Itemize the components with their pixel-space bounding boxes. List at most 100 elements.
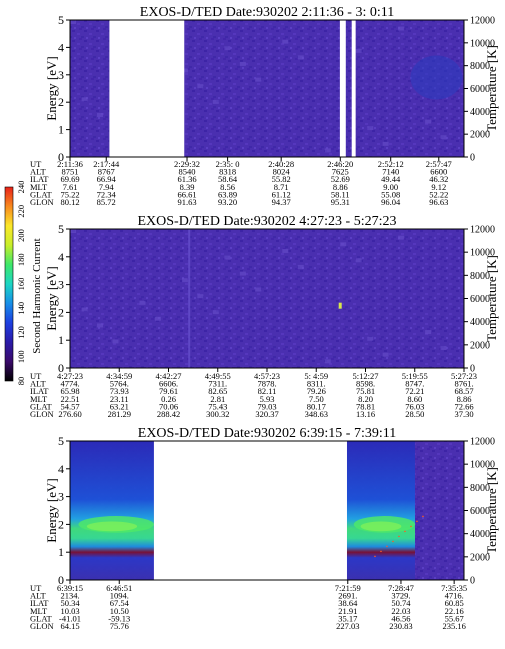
readout-value: 8.86 [457,394,472,404]
readout-value: 55.08 [381,189,400,199]
readout-value: 8751 [62,167,79,177]
readout-value: 22.16 [445,606,464,616]
heatmap-cell [297,55,304,60]
heatmap-cell [382,352,389,357]
readout-row-label: GLAT [30,613,53,623]
y2-tick-label: 0 [470,364,475,375]
readout-value: 22.03 [391,606,410,616]
heatmap-cell [197,294,204,299]
y-tick-label: 2 [58,517,64,531]
readout-value: 9.00 [383,182,398,192]
readout-value: 4:57:23 [254,371,280,381]
readout-value: -41.01 [59,613,81,623]
readout-row-label: ALT [30,167,47,177]
readout-row-label: UT [30,583,42,593]
y2-tick-label: 2000 [470,552,490,563]
readout-row-label: GLON [30,197,54,207]
y2-tick-label: 0 [470,576,475,587]
readout-value: 79.61 [159,386,178,396]
readout-value: 8767 [98,167,115,177]
readout-value: 75.22 [60,189,79,199]
readout-row-label: GLON [30,621,54,631]
data-gap [351,19,356,158]
heatmap-cell [81,97,88,102]
heatmap-cell [188,229,191,368]
y-tick-label: 0 [58,573,64,587]
heatmap-cell [139,300,146,305]
heatmap-area [70,229,464,368]
readout-value: 2:35: 0 [216,159,240,169]
readout-value: 230.83 [389,621,412,631]
y-tick-label: 4 [58,250,64,264]
readout-value: 288.42 [157,409,180,419]
readout-value: 8.71 [274,182,289,192]
readout-value: 8761. [454,379,473,389]
readout-value: 10.50 [110,606,129,616]
data-gap [153,440,347,581]
readout-value: 49.44 [381,174,401,184]
readout-value: 1094. [110,591,129,601]
heatmap-cell [70,20,76,24]
colorbar-tick-label: 160 [16,278,26,291]
y-tick-label: 5 [58,13,64,27]
readout-value: 67.54 [110,598,130,608]
readout-value: 2:40:28 [268,159,294,169]
readout-value: 50.74 [391,598,411,608]
readout-row-label: GLAT [30,401,53,411]
readout-value: 66.61 [177,189,196,199]
readout-value: 55.67 [445,613,464,623]
readout-value: 8311. [307,379,326,389]
readout-value: 281.29 [108,409,131,419]
readout-value: 60.85 [445,598,464,608]
y-axis-label: Energy [eV] [44,266,59,330]
readout-value: 28.50 [405,409,424,419]
readout-value: 61.12 [272,189,291,199]
heatmap-cell [367,126,374,131]
readout-value: 38.64 [338,598,358,608]
readout-value: 73.93 [110,386,129,396]
heatmap-cell [398,235,405,240]
panel-title: EXOS-D/TED Date:930202 4:27:23 - 5:27:23 [138,214,397,229]
readout-value: 7140 [382,167,399,177]
y-tick-label: 3 [58,490,64,504]
readout-row-label: MLT [30,606,48,616]
readout-value: 6:39:15 [57,583,83,593]
y2-tick-label: 2000 [470,340,490,351]
colorbar-tick-label: 220 [16,205,26,218]
panel-2: EXOS-D/TED Date:930202 4:27:23 - 5:27:23… [30,214,499,419]
readout-value: 52.69 [331,174,350,184]
readout-value: 7.50 [309,394,324,404]
readout-row-label: GLON [30,409,54,419]
readout-value: 8747. [405,379,424,389]
readout-value: 7625 [332,167,349,177]
plasma-core-bright [360,521,402,532]
readout-value: 10.03 [60,606,79,616]
readout-value: 85.72 [97,197,116,207]
heatmap-cell [425,119,432,124]
readout-row-label: ALT [30,379,47,389]
readout-value: 6:46:51 [106,583,132,593]
readout-value: 5: 4:59 [304,371,328,381]
readout-value: 66.94 [97,174,117,184]
readout-value: 8.86 [333,182,348,192]
readout-value: 69.69 [60,174,79,184]
readout-value: 58.11 [331,189,350,199]
readout-value: 96.04 [381,197,401,207]
readout-value: 58.64 [218,174,238,184]
readout-row-label: ILAT [30,386,49,396]
readout-row-label: GLAT [30,189,53,199]
readout-value: 93.20 [218,197,237,207]
heatmap-cell [440,135,447,140]
readout-value: 7878. [257,379,276,389]
colorbar-tick-label: 100 [16,350,26,363]
readout-value: 5764. [110,379,129,389]
heatmap-cell [367,336,374,341]
readout-value: 79.26 [307,386,326,396]
heatmap-cell [355,48,362,53]
y2-tick-label: 10000 [470,248,495,259]
readout-value: 72.21 [405,386,424,396]
heatmap-cell [425,330,432,335]
y-axis-label: Energy [eV] [44,56,59,120]
y2-axis-label: Temperature [K] [484,255,499,342]
colorbar-tick-label: 80 [16,377,26,386]
